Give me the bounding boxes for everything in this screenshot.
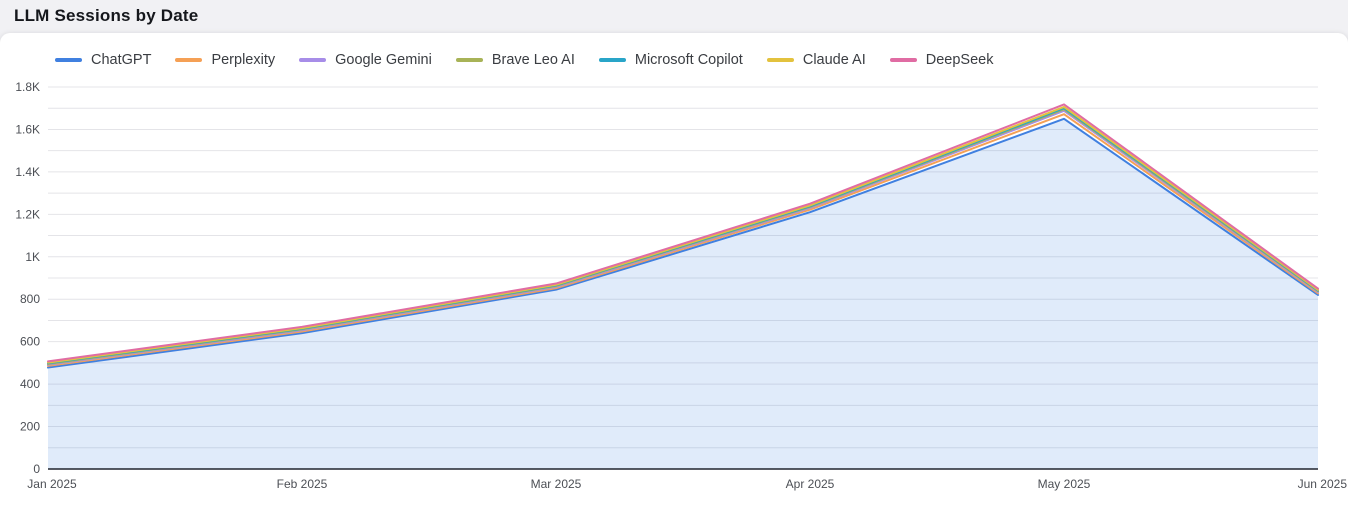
y-tick-label: 1.6K (15, 122, 40, 136)
legend-swatch-icon (175, 58, 203, 62)
y-tick-label: 800 (20, 292, 40, 306)
legend-label: Perplexity (211, 52, 276, 68)
series-line-deepseek[interactable] (47, 103, 1319, 363)
legend-label: ChatGPT (91, 52, 152, 68)
sessions-area-chart: 0 200 400 600 800 1K 1.2K 1.4K 1.6K 1.8K Jan 2025 F… (15, 80, 1348, 491)
legend-label: Microsoft Copilot (634, 52, 743, 68)
legend-label: Google Gemini (335, 52, 432, 68)
series-line-perplexity[interactable] (47, 113, 1319, 367)
legend-item-google-gemini[interactable]: Google Gemini (299, 52, 432, 68)
legend-item-claude-ai[interactable]: Claude AI (766, 52, 866, 68)
y-tick-label: 1.8K (15, 80, 40, 94)
legend-item-microsoft-copilot[interactable]: Microsoft Copilot (598, 52, 743, 68)
chart-card: ChatGPT Perplexity Google Gemini Brave Leo … (0, 33, 1348, 513)
legend-swatch-icon (889, 58, 917, 62)
legend-item-perplexity[interactable]: Perplexity (175, 52, 275, 68)
legend-item-brave-leo-ai[interactable]: Brave Leo AI (455, 52, 575, 68)
x-tick-label: Jun 2025 (1298, 477, 1348, 491)
y-tick-label: 200 (20, 420, 40, 434)
legend-item-deepseek[interactable]: DeepSeek (889, 52, 994, 68)
y-tick-label: 600 (20, 335, 40, 349)
y-tick-label: 400 (20, 377, 40, 391)
legend-label: DeepSeek (925, 52, 994, 68)
x-tick-label: Apr 2025 (786, 477, 835, 491)
legend-label: Claude AI (802, 52, 866, 68)
area-fill-chatgpt (48, 118, 1318, 469)
legend-swatch-icon (598, 58, 626, 62)
x-tick-label: May 2025 (1038, 477, 1091, 491)
series-line-chatgpt[interactable] (47, 117, 1319, 369)
y-tick-label: 1K (25, 250, 40, 264)
chart-legend: ChatGPT Perplexity Google Gemini Brave Leo … (55, 52, 993, 68)
x-tick-label: Mar 2025 (531, 477, 582, 491)
legend-swatch-icon (55, 58, 82, 62)
series-line-claude-ai[interactable] (47, 105, 1319, 364)
y-tick-label: 1.4K (15, 165, 40, 179)
y-tick-label: 1.2K (15, 207, 40, 221)
legend-swatch-icon (299, 58, 327, 62)
y-tick-label: 0 (33, 462, 40, 476)
page-title: LLM Sessions by Date (14, 6, 199, 25)
legend-swatch-icon (455, 58, 483, 62)
x-tick-label: Jan 2025 (27, 477, 77, 491)
x-tick-label: Feb 2025 (277, 477, 328, 491)
legend-label: Brave Leo AI (491, 52, 575, 68)
legend-swatch-icon (766, 58, 794, 62)
legend-item-chatgpt[interactable]: ChatGPT (55, 52, 151, 68)
